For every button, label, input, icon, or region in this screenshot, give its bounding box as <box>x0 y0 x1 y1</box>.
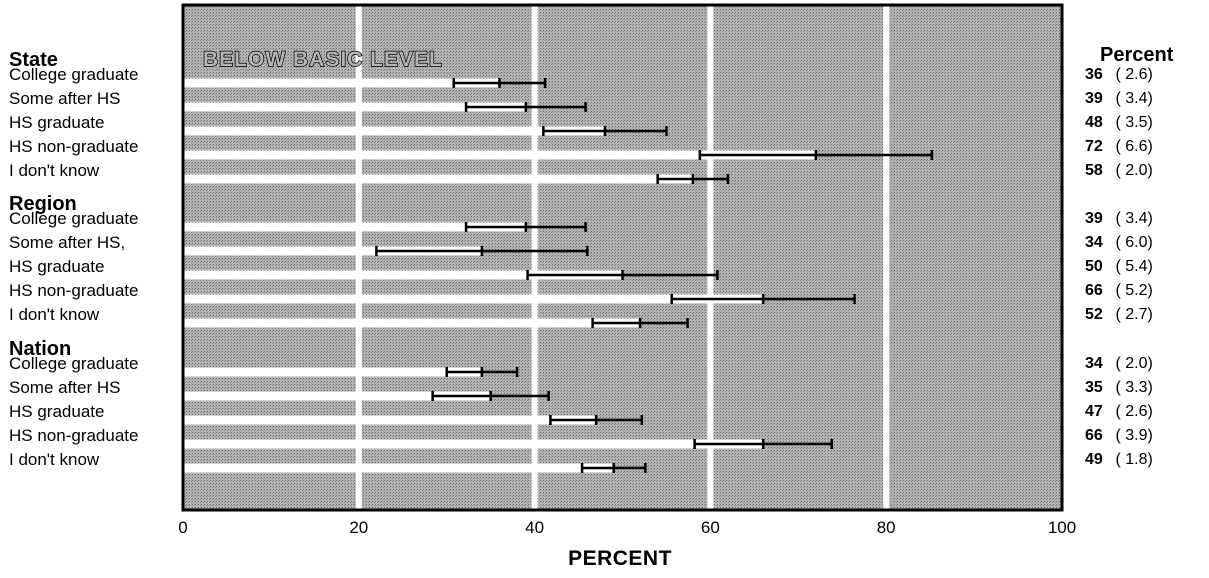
standard-error: ( 6.6) <box>1111 138 1153 155</box>
row-label-nation-4: HS non-graduate <box>9 426 139 445</box>
bar-nation-2 <box>183 391 491 401</box>
bar-state-5 <box>183 174 693 184</box>
value-number: 39 <box>1085 210 1103 227</box>
standard-error: ( 3.4) <box>1111 90 1153 107</box>
value-label-state-1: 36 ( 2.6) <box>1085 65 1153 85</box>
standard-error: ( 5.2) <box>1111 282 1153 299</box>
bar-state-3 <box>183 126 605 136</box>
bar-nation-1 <box>183 367 482 377</box>
row-label-state-5: I don't know <box>9 161 100 180</box>
group-label-nation: Nation <box>9 338 72 360</box>
gridline-80 <box>883 5 890 510</box>
value-number: 35 <box>1085 379 1103 396</box>
value-number: 50 <box>1085 258 1103 275</box>
value-label-region-5: 52 ( 2.7) <box>1085 305 1153 325</box>
standard-error: ( 2.7) <box>1111 306 1153 323</box>
bar-state-4 <box>183 150 816 160</box>
standard-error: ( 3.5) <box>1111 114 1153 131</box>
row-label-nation-5: I don't know <box>9 450 100 469</box>
value-number: 49 <box>1085 451 1103 468</box>
value-label-region-1: 39 ( 3.4) <box>1085 209 1153 229</box>
standard-error: ( 6.0) <box>1111 234 1153 251</box>
bar-nation-4 <box>183 439 764 449</box>
value-number: 58 <box>1085 162 1103 179</box>
bar-state-1 <box>183 78 500 88</box>
row-label-state-4: HS non-graduate <box>9 137 139 156</box>
x-axis-title: PERCENT <box>568 547 672 570</box>
value-number: 47 <box>1085 403 1103 420</box>
standard-error: ( 1.8) <box>1111 451 1153 468</box>
value-number: 52 <box>1085 306 1103 323</box>
gridline-40 <box>531 5 538 510</box>
plot-background <box>183 5 1062 510</box>
group-label-state: State <box>9 49 58 71</box>
value-label-nation-3: 47 ( 2.6) <box>1085 402 1153 422</box>
panel-title: BELOW BASIC LEVEL <box>203 48 443 71</box>
bar-region-5 <box>183 318 641 328</box>
standard-error: ( 2.0) <box>1111 162 1153 179</box>
value-label-state-5: 58 ( 2.0) <box>1085 161 1153 181</box>
value-label-nation-2: 35 ( 3.3) <box>1085 378 1153 398</box>
value-label-region-3: 50 ( 5.4) <box>1085 257 1153 277</box>
value-label-nation-1: 34 ( 2.0) <box>1085 354 1153 374</box>
row-label-region-1: College graduate <box>9 209 139 228</box>
value-number: 36 <box>1085 66 1103 83</box>
row-label-region-3: HS graduate <box>9 257 105 276</box>
row-label-nation-2: Some after HS <box>9 378 121 397</box>
row-label-region-5: I don't know <box>9 305 100 324</box>
row-label-region-2: Some after HS, <box>9 233 126 252</box>
value-number: 34 <box>1085 234 1103 251</box>
bar-region-4 <box>183 294 764 304</box>
value-number: 39 <box>1085 90 1103 107</box>
bar-nation-3 <box>183 415 597 425</box>
value-label-region-2: 34 ( 6.0) <box>1085 233 1153 253</box>
value-number: 66 <box>1085 282 1103 299</box>
standard-error: ( 3.4) <box>1111 210 1153 227</box>
row-label-state-2: Some after HS <box>9 89 121 108</box>
bar-region-2 <box>183 246 482 256</box>
standard-error: ( 2.6) <box>1111 403 1153 420</box>
value-label-state-4: 72 ( 6.6) <box>1085 137 1153 157</box>
bar-nation-5 <box>183 463 614 473</box>
value-number: 34 <box>1085 355 1103 372</box>
x-tick-label-20: 20 <box>349 518 369 537</box>
gridline-60 <box>707 5 714 510</box>
value-number: 66 <box>1085 427 1103 444</box>
plot-border <box>181 3 1064 512</box>
gridline-20 <box>355 5 362 510</box>
value-label-nation-5: 49 ( 1.8) <box>1085 450 1153 470</box>
bar-region-1 <box>183 222 526 232</box>
value-number: 48 <box>1085 114 1103 131</box>
value-number: 72 <box>1085 138 1103 155</box>
group-label-region: Region <box>9 193 77 215</box>
standard-error: ( 3.9) <box>1111 427 1153 444</box>
standard-error: ( 5.4) <box>1111 258 1153 275</box>
standard-error: ( 3.3) <box>1111 379 1153 396</box>
value-label-state-3: 48 ( 3.5) <box>1085 113 1153 133</box>
x-tick-label-0: 0 <box>178 518 188 537</box>
value-label-state-2: 39 ( 3.4) <box>1085 89 1153 109</box>
standard-error: ( 2.0) <box>1111 355 1153 372</box>
x-tick-label-60: 60 <box>700 518 720 537</box>
x-tick-label-80: 80 <box>876 518 896 537</box>
bar-state-2 <box>183 102 526 112</box>
row-label-state-1: College graduate <box>9 65 139 84</box>
bar-region-3 <box>183 270 623 280</box>
row-label-nation-3: HS graduate <box>9 402 105 421</box>
value-label-nation-4: 66 ( 3.9) <box>1085 426 1153 446</box>
x-tick-label-100: 100 <box>1047 518 1077 537</box>
value-label-region-4: 66 ( 5.2) <box>1085 281 1153 301</box>
row-label-region-4: HS non-graduate <box>9 281 139 300</box>
right-column-header: Percent <box>1100 44 1174 66</box>
x-tick-label-40: 40 <box>525 518 545 537</box>
row-label-nation-1: College graduate <box>9 354 139 373</box>
row-label-state-3: HS graduate <box>9 113 105 132</box>
standard-error: ( 2.6) <box>1111 66 1153 83</box>
